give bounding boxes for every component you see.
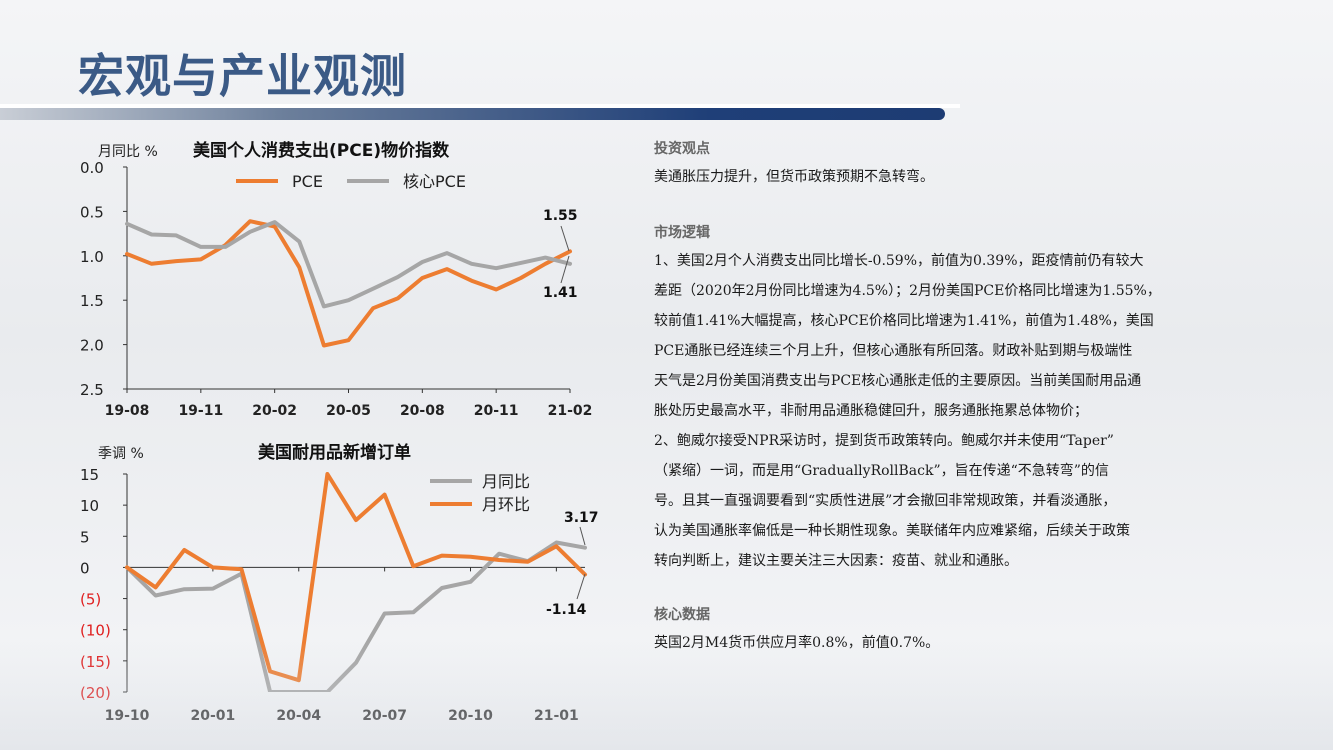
title-bar-highlight: [0, 104, 960, 108]
y-tick-label: 2.0: [80, 337, 104, 355]
y-tick-label: (10): [80, 622, 111, 640]
x-tick-label: 19-08: [105, 403, 150, 419]
chart2-annotation-yoy: 3.17: [564, 510, 599, 526]
y-tick-label: 0.0: [80, 159, 104, 177]
chart2-annotation-pointer-mom: [576, 573, 586, 600]
y-tick-label: 0.5: [80, 203, 104, 221]
chart2-legend-label-yoy: 月同比: [482, 472, 530, 491]
chart2-annotation-pointer-yoy: [579, 526, 586, 546]
market-logic-line: 天气是2月份美国消费支出与PCE核心通胀走低的主要原因。当前美国耐用品通: [654, 373, 1142, 389]
series-line-0: [125, 219, 572, 348]
market-logic-line: 1、美国2月个人消费支出同比增长-0.59%，前值为0.39%，距疫情前仍有较大: [654, 253, 1144, 269]
y-tick-label: 1.5: [80, 292, 104, 310]
section-investment-view-title: 投资观点: [654, 141, 710, 157]
chart1-legend: PCE 核心PCE: [236, 172, 466, 191]
y-tick-label: 10: [80, 497, 99, 515]
market-logic-line: 胀处历史最高水平，非耐用品通胀稳健回升，服务通胀拖累总体物价；: [654, 403, 1088, 419]
x-tick-label: 20-02: [252, 403, 297, 419]
x-tick-label: 21-02: [548, 403, 593, 419]
commentary-panel: 投资观点 美通胀压力提升，但货币政策预期不急转弯。 市场逻辑 1、美国2月个人消…: [654, 138, 1294, 658]
market-logic-line: 转向判断上，建议主要关注三大因素：疫苗、就业和通胀。: [654, 553, 1018, 569]
chart1-annotation-pce: 1.55: [543, 208, 578, 224]
market-logic-line: PCE通胀已经连续三个月上升，但核心通胀有所回落。财政补贴到期与极端性: [654, 343, 1133, 359]
bottom-decor: [0, 640, 1333, 750]
chart1-ylabel: 月同比 %: [98, 144, 158, 160]
x-tick-label: 20-08: [400, 403, 445, 419]
chart1-legend-label-pce: PCE: [292, 172, 323, 191]
y-tick-label: 2.5: [80, 381, 104, 399]
chart1-annotation-core: 1.41: [543, 285, 578, 301]
x-tick-label: 20-05: [326, 403, 371, 419]
series-line-1: [125, 472, 587, 683]
market-logic-line: 2、鲍威尔接受NPR采访时，提到货币政策转向。鲍威尔并未使用“Taper”: [654, 433, 1114, 449]
series-line-1: [125, 220, 572, 309]
chart2-legend: 月同比 月环比: [430, 472, 530, 514]
market-logic-line: 号。且其一直强调要看到“实质性进展”才会撤回非常规政策，并看淡通胀，: [654, 493, 1117, 509]
chart2-title: 美国耐用品新增订单: [258, 442, 411, 463]
x-tick-label: 19-11: [178, 403, 223, 419]
chart2-legend-label-mom: 月环比: [482, 495, 530, 514]
y-tick-label: 5: [80, 528, 90, 546]
market-logic-line: 较前值1.41%大幅提高，核心PCE价格同比增速为1.41%，前值为1.48%，…: [654, 313, 1154, 329]
market-logic-line: 差距（2020年2月份同比增速为4.5%）；2月份美国PCE价格同比增速为1.5…: [654, 283, 1161, 299]
slide-title: 宏观与产业观测: [78, 49, 407, 103]
title-divider-bar: [0, 108, 945, 120]
chart1-title: 美国个人消费支出(PCE)物价指数: [193, 140, 450, 161]
section-market-logic-title: 市场逻辑: [654, 225, 710, 241]
x-tick-label: 20-11: [474, 403, 519, 419]
y-tick-label: 15: [80, 466, 99, 484]
section-market-logic-body: 1、美国2月个人消费支出同比增长-0.59%，前值为0.39%，距疫情前仍有较大…: [654, 246, 1294, 576]
chart2-annotation-mom: -1.14: [546, 602, 587, 618]
chart1-annotation-pointer-core: [560, 255, 570, 284]
y-tick-label: (5): [80, 591, 101, 609]
chart1-legend-label-core: 核心PCE: [403, 172, 466, 191]
charts-svg: 月同比 % 美国个人消费支出(PCE)物价指数 PCE 核心PCE 0.0 0.5…: [80, 140, 599, 724]
market-logic-line: 认为美国通胀率偏低是一种长期性现象。美联储年内应难紧缩，后续关于政策: [654, 523, 1130, 539]
y-tick-label: 1.0: [80, 248, 104, 266]
market-logic-line: （紧缩）一词，而是用“GraduallyRollBack”，旨在传递“不急转弯”…: [654, 463, 1109, 479]
section-investment-view-body: 美通胀压力提升，但货币政策预期不急转弯。: [654, 169, 934, 185]
chart2-ylabel: 季调 %: [98, 446, 144, 462]
y-tick-label: 0: [80, 559, 90, 577]
section-core-data-title: 核心数据: [654, 607, 710, 623]
chart1-annotation-pointer-pce: [560, 225, 570, 252]
